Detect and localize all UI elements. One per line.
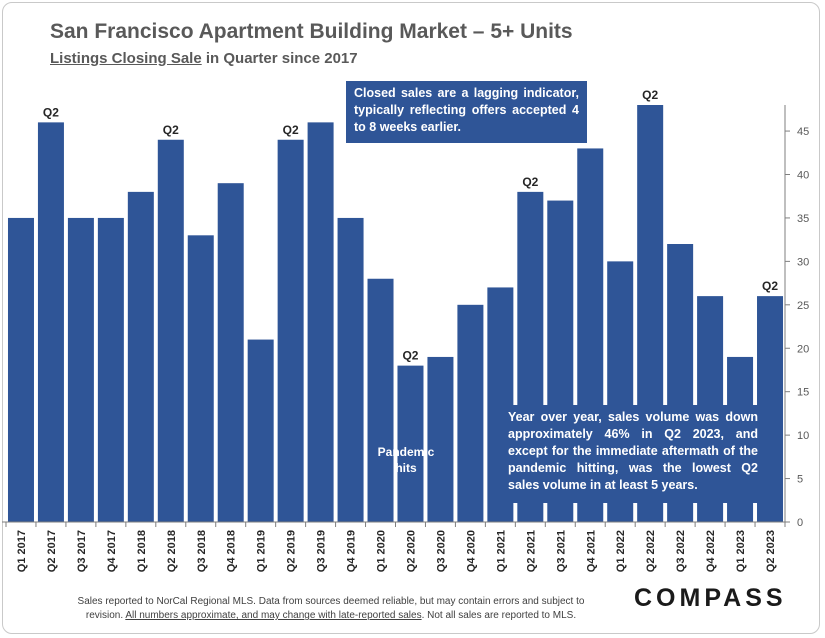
y-tick-label: 10 — [797, 430, 809, 442]
bar-annotation-label: Q2 — [522, 175, 538, 189]
x-tick-label: Q1 2018 — [136, 530, 148, 572]
subtitle-underlined: Listings Closing Sale — [50, 50, 202, 67]
bar — [127, 191, 154, 522]
y-tick-label: 40 — [797, 170, 809, 182]
bar — [427, 356, 454, 522]
y-tick-label: 5 — [797, 474, 803, 486]
footer-line-2-end: . Not all sales are reported to MLS. — [421, 610, 577, 621]
x-tick-label: Q1 2017 — [16, 530, 28, 572]
bar — [7, 217, 34, 522]
bar — [187, 235, 214, 522]
footer-disclaimer: Sales reported to NorCal Regional MLS. D… — [36, 595, 626, 623]
bar — [157, 139, 184, 522]
bar — [397, 365, 424, 522]
chart-title: San Francisco Apartment Building Market … — [50, 20, 573, 43]
x-tick-label: Q2 2019 — [286, 530, 298, 572]
x-tick-label: Q1 2022 — [615, 530, 627, 572]
x-tick-label: Q4 2020 — [465, 530, 477, 572]
x-tick-label: Q1 2019 — [256, 530, 268, 572]
x-tick-label: Q4 2017 — [106, 530, 118, 572]
x-tick-label: Q4 2021 — [585, 530, 597, 572]
footer-line-2: revision. All numbers approximate, and m… — [36, 609, 626, 623]
x-tick-label: Q1 2020 — [376, 530, 388, 572]
x-tick-label: Q4 2018 — [226, 530, 238, 572]
x-tick-label: Q3 2021 — [555, 530, 567, 572]
bar — [277, 139, 304, 522]
bar-annotation-label: Q2 — [283, 123, 299, 137]
y-tick-label: 15 — [797, 387, 809, 399]
x-tick-label: Q3 2022 — [675, 530, 687, 572]
x-tick-label: Q3 2019 — [316, 530, 328, 572]
bar — [457, 304, 484, 522]
x-tick-label: Q2 2017 — [46, 530, 58, 572]
x-tick-label: Q3 2017 — [76, 530, 88, 572]
x-tick-label: Q1 2023 — [735, 530, 747, 572]
bar — [337, 217, 364, 522]
bar-annotation-label: Q2 — [642, 88, 658, 102]
x-tick-label: Q2 2023 — [765, 530, 777, 572]
x-tick-label: Q4 2019 — [346, 530, 358, 572]
footer-line-1: Sales reported to NorCal Regional MLS. D… — [77, 596, 585, 607]
y-tick-label: 25 — [797, 300, 809, 312]
x-tick-label: Q2 2022 — [645, 530, 657, 572]
bar — [247, 339, 274, 522]
x-tick-label: Q2 2018 — [166, 530, 178, 572]
yoy-summary-note: Year over year, sales volume was down ap… — [500, 405, 766, 503]
compass-logo: COMPASS — [634, 584, 787, 612]
x-tick-label: Q1 2021 — [495, 530, 507, 572]
bar — [97, 217, 124, 522]
bar-annotation-label: Q2 — [163, 123, 179, 137]
bar — [67, 217, 94, 522]
y-tick-label: 20 — [797, 343, 809, 355]
x-tick-label: Q2 2020 — [405, 530, 417, 572]
bar — [367, 278, 394, 522]
y-tick-label: 35 — [797, 213, 809, 225]
footer-line-2-start: revision. — [85, 610, 126, 621]
x-tick-label: Q3 2018 — [196, 530, 208, 572]
lagging-indicator-note: Closed sales are a lagging indicator, ty… — [346, 81, 587, 143]
subtitle-rest: in Quarter since 2017 — [201, 50, 358, 67]
y-tick-label: 30 — [797, 256, 809, 268]
pandemic-hits-label: Pandemic hits — [377, 445, 435, 475]
footer-line-2-underlined: All numbers approximate, and may change … — [125, 610, 422, 621]
bar — [217, 183, 244, 522]
x-tick-label: Q3 2020 — [435, 530, 447, 572]
bar-annotation-label: Q2 — [43, 105, 59, 119]
bar-annotation-label: Q2 — [402, 349, 418, 363]
x-tick-label: Q4 2022 — [705, 530, 717, 572]
bar — [37, 122, 64, 522]
bar — [307, 122, 334, 522]
y-tick-label: 45 — [797, 126, 809, 138]
x-tick-label: Q2 2021 — [525, 530, 537, 572]
bar-annotation-label: Q2 — [762, 279, 778, 293]
y-tick-label: 0 — [797, 517, 803, 529]
chart-subtitle: Listings Closing Sale in Quarter since 2… — [50, 50, 358, 67]
